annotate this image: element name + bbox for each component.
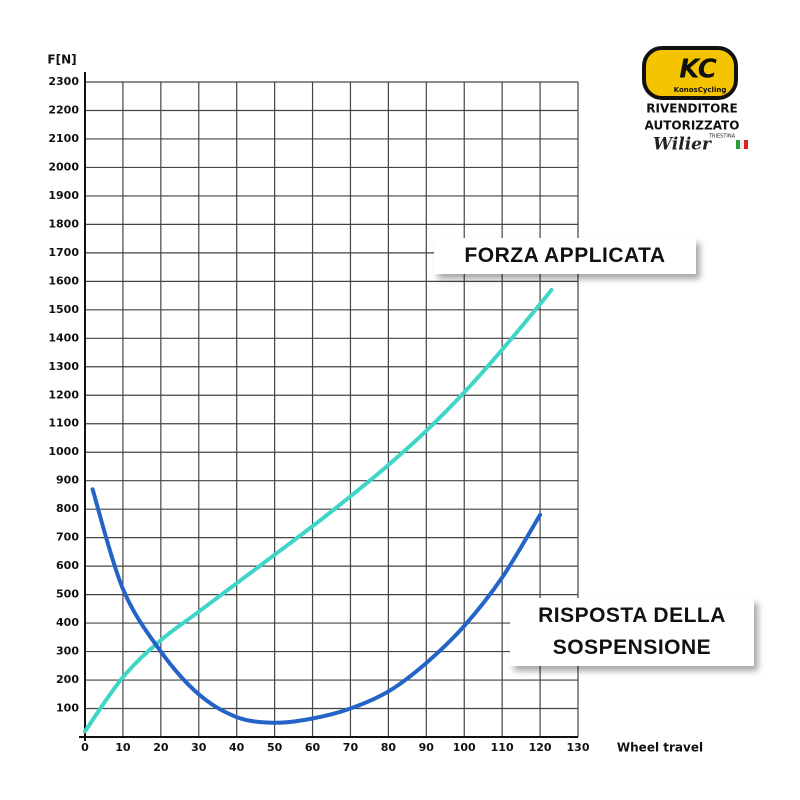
series-label: RISPOSTA DELLA SOSPENSIONE <box>510 598 754 666</box>
y-tick-label: 1400 <box>48 331 79 344</box>
y-tick-label: 2300 <box>48 75 79 88</box>
logo-badge <box>642 46 738 100</box>
y-tick-label: 300 <box>56 645 79 658</box>
logo-brand-sub: KonosCycling <box>674 86 727 94</box>
series-line <box>83 287 554 734</box>
y-tick-label: 600 <box>56 559 79 572</box>
x-tick-label: 80 <box>381 741 397 754</box>
y-axis-label: F[N] <box>47 53 76 67</box>
y-tick-label: 1900 <box>48 189 79 202</box>
series-label: FORZA APPLICATA <box>434 238 696 274</box>
y-tick-label: 2200 <box>48 103 79 116</box>
logo-brand: KC <box>679 55 717 85</box>
logo: KC KonosCycling RIVENDITORE AUTORIZZATO … <box>642 46 748 155</box>
x-tick-label: 0 <box>81 741 89 754</box>
logo-line: RIVENDITORE <box>646 102 737 116</box>
x-tick-label: 130 <box>567 741 590 754</box>
logo-partner: Wilier <box>653 135 712 155</box>
y-tick-label: 500 <box>56 588 79 601</box>
x-tick-label: 60 <box>305 741 321 754</box>
y-tick-label: 800 <box>56 502 79 515</box>
logo-line: AUTORIZZATO <box>645 119 740 133</box>
x-tick-label: 120 <box>529 741 552 754</box>
flag <box>740 140 744 149</box>
x-tick-label: 110 <box>491 741 514 754</box>
y-tick-label: 900 <box>56 474 79 487</box>
x-tick-label: 40 <box>229 741 245 754</box>
x-tick-label: 50 <box>267 741 283 754</box>
x-tick-label: 70 <box>343 741 359 754</box>
y-tick-label: 1800 <box>48 217 79 230</box>
y-tick-label: 2000 <box>48 160 79 173</box>
logo-partner-sub: TRIESTINA <box>708 134 736 140</box>
x-axis-label: Wheel travel <box>617 741 703 755</box>
y-tick-label: 2100 <box>48 132 79 145</box>
x-tick-label: 30 <box>191 741 207 754</box>
y-tick-label: 1300 <box>48 360 79 373</box>
x-tick-label: 10 <box>115 741 131 754</box>
y-tick-label: 100 <box>56 702 79 715</box>
x-tick-label: 100 <box>453 741 476 754</box>
y-tick-label: 400 <box>56 616 79 629</box>
x-tick-label: 90 <box>419 741 435 754</box>
y-tick-label: 1200 <box>48 388 79 401</box>
y-tick-label: 1700 <box>48 246 79 259</box>
flag <box>736 140 740 149</box>
x-tick-label: 20 <box>153 741 169 754</box>
y-tick-label: 1100 <box>48 417 79 430</box>
flag <box>744 140 748 149</box>
y-tick-label: 1500 <box>48 303 79 316</box>
series-line <box>90 487 543 725</box>
y-tick-label: 200 <box>56 673 79 686</box>
y-tick-label: 1600 <box>48 274 79 287</box>
y-tick-label: 700 <box>56 531 79 544</box>
y-tick-label: 1000 <box>48 445 79 458</box>
